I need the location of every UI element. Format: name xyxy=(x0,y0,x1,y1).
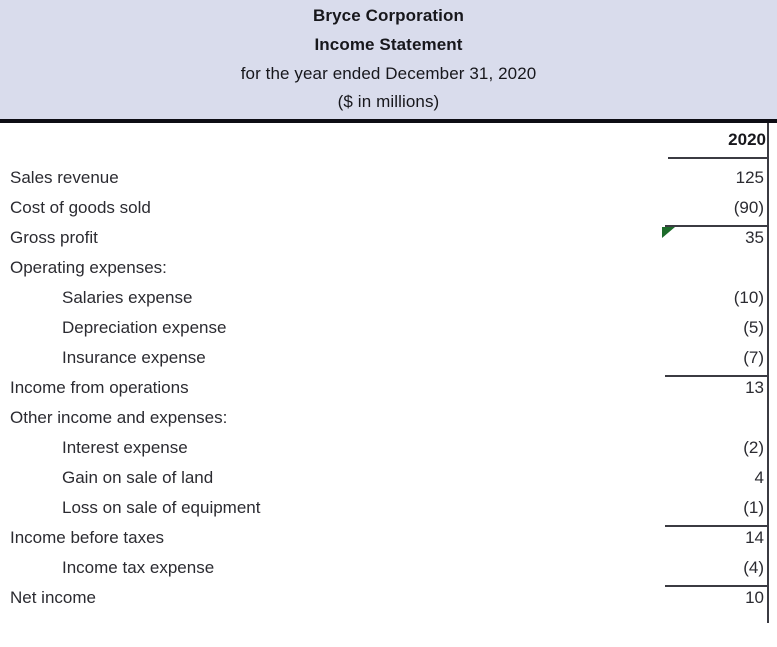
table-row[interactable]: Income tax expense (4) xyxy=(0,554,777,584)
table-row[interactable]: Interest expense (2) xyxy=(0,434,777,464)
row-label: Depreciation expense xyxy=(62,318,227,337)
row-label: Salaries expense xyxy=(62,288,193,307)
subtotal-rule xyxy=(665,525,768,527)
table-row[interactable]: Loss on sale of equipment (1) xyxy=(0,494,777,524)
row-label: Interest expense xyxy=(62,438,188,457)
table-row[interactable]: Salaries expense (10) xyxy=(0,284,777,314)
row-label: Operating expenses: xyxy=(10,258,167,277)
row-label: Sales revenue xyxy=(10,168,119,187)
row-value: 35 xyxy=(745,228,764,247)
statement-units: ($ in millions) xyxy=(337,92,440,111)
table-row[interactable]: Income from operations 13 xyxy=(0,374,777,404)
row-label: Loss on sale of equipment xyxy=(62,498,261,517)
value-column-vertical-rule xyxy=(767,123,769,623)
table-row[interactable]: Depreciation expense (5) xyxy=(0,314,777,344)
row-value: (2) xyxy=(743,438,764,457)
row-value: (4) xyxy=(743,558,764,577)
row-value: 13 xyxy=(745,378,764,397)
row-value: 125 xyxy=(735,168,764,187)
row-label: Gross profit xyxy=(10,228,98,247)
row-value: (90) xyxy=(733,198,764,217)
table-row[interactable]: Gain on sale of land 4 xyxy=(0,464,777,494)
row-value: (1) xyxy=(743,498,764,517)
row-label: Income before taxes xyxy=(10,528,165,547)
row-value: (7) xyxy=(743,348,764,367)
statement-type: Income Statement xyxy=(314,35,463,54)
comment-indicator-icon[interactable] xyxy=(662,227,675,238)
table-row[interactable]: Sales revenue 125 xyxy=(0,164,777,194)
column-header-underline xyxy=(668,157,768,159)
table-row[interactable]: Operating expenses: xyxy=(0,254,777,284)
column-header-year: 2020 xyxy=(728,130,766,149)
row-label: Net income xyxy=(10,588,96,607)
subtotal-rule xyxy=(665,225,768,227)
row-value: 14 xyxy=(745,528,764,547)
table-row[interactable]: Other income and expenses: xyxy=(0,404,777,434)
table-row[interactable]: Cost of goods sold (90) xyxy=(0,194,777,224)
row-label: Income from operations xyxy=(10,378,189,397)
row-label: Other income and expenses: xyxy=(10,408,228,427)
table-row[interactable]: Income before taxes 14 xyxy=(0,524,777,554)
row-label: Gain on sale of land xyxy=(62,468,214,487)
row-value: (10) xyxy=(733,288,764,307)
header-bottom-rule xyxy=(0,119,777,123)
table-row[interactable]: Gross profit 35 xyxy=(0,224,777,254)
subtotal-rule xyxy=(665,585,768,587)
row-value: (5) xyxy=(743,318,764,337)
row-label: Insurance expense xyxy=(62,348,206,367)
row-label: Income tax expense xyxy=(62,558,215,577)
company-name: Bryce Corporation xyxy=(313,6,464,25)
table-row[interactable]: Net income 10 xyxy=(0,584,777,614)
row-value: 10 xyxy=(745,588,764,607)
statement-period: for the year ended December 31, 2020 xyxy=(240,64,537,83)
row-label: Cost of goods sold xyxy=(10,198,151,217)
statement-header-band: Bryce Corporation Income Statement for t… xyxy=(0,0,777,119)
table-row[interactable]: Insurance expense (7) xyxy=(0,344,777,374)
subtotal-rule xyxy=(665,375,768,377)
row-value: 4 xyxy=(754,468,764,487)
